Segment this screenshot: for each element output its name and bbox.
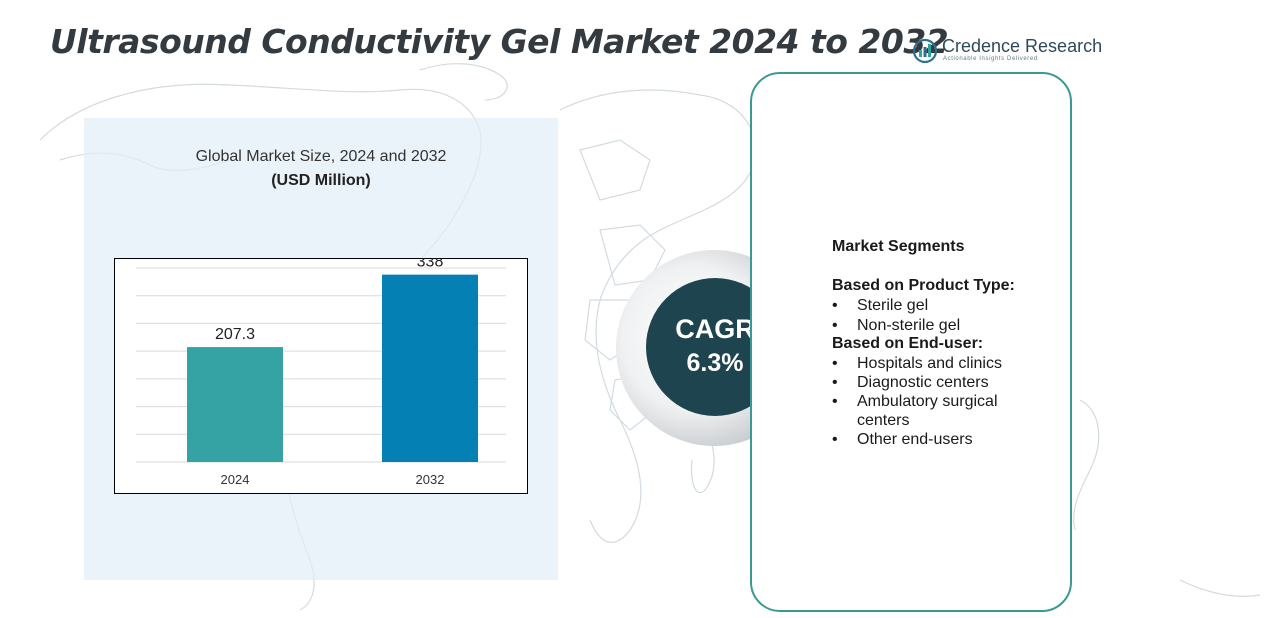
value-label-2032: 338 (417, 258, 444, 271)
bar-chart: 207.3 338 2024 2032 (114, 258, 528, 494)
bar-2032 (382, 274, 478, 462)
chart-title: Global Market Size, 2024 and 2032 (195, 148, 447, 165)
bar-2024 (187, 347, 283, 462)
value-label-2024: 207.3 (215, 326, 255, 343)
brand-tagline: Actionable Insights Delivered (943, 56, 1038, 62)
segment-heading-product-type: Based on Product Type: (832, 277, 1015, 294)
brand-logo: Credence Research Actionable Insights De… (912, 34, 1102, 68)
brand-name: Credence Research (942, 36, 1103, 56)
page-title: Ultrasound Conductivity Gel Market 2024 … (50, 22, 949, 61)
cagr-value: 6.3% (686, 349, 744, 377)
segment-heading-end-user: Based on End-user: (832, 335, 984, 352)
tick-label-2024: 2024 (221, 472, 250, 487)
market-segments-box (750, 72, 1072, 612)
chart-subtitle: (USD Million) (271, 172, 371, 189)
credence-logo-icon (912, 38, 938, 64)
segments-title: Market Segments (832, 238, 965, 255)
cagr-label: CAGR (675, 314, 755, 344)
tick-label-2032: 2032 (416, 472, 445, 487)
